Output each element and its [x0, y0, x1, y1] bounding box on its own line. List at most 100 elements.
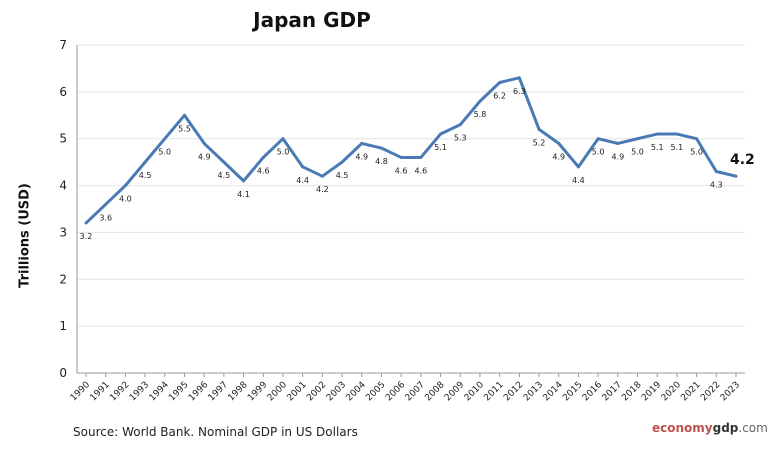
data-point [537, 127, 541, 131]
data-label: 5.8 [474, 110, 487, 119]
data-point [320, 174, 324, 178]
x-tick-label: 2012 [502, 380, 525, 403]
data-label: 6.2 [493, 91, 506, 100]
x-tick-label: 2010 [463, 380, 486, 403]
data-label: 4.6 [257, 166, 270, 175]
data-label: 5.5 [178, 124, 191, 133]
data-label: 5.0 [631, 148, 644, 157]
x-tick-label: 2007 [404, 380, 427, 403]
data-label: 4.9 [355, 152, 368, 161]
data-point [498, 80, 502, 84]
x-tick-label: 2019 [640, 380, 663, 403]
data-point [636, 137, 640, 141]
x-tick-label: 2003 [325, 380, 348, 403]
data-label: 4.4 [572, 176, 585, 185]
data-label: 4.5 [139, 171, 152, 180]
x-tick-label: 1999 [246, 380, 269, 403]
data-point [163, 137, 167, 141]
x-tick-label: 2009 [443, 380, 466, 403]
chart-title-text: Japan GDP [253, 8, 371, 32]
data-point [182, 113, 186, 117]
x-tick-label: 1995 [167, 380, 190, 403]
data-label: 5.1 [434, 143, 447, 152]
y-tick-label: 5 [59, 132, 67, 146]
data-point [419, 155, 423, 159]
x-tick-label: 2004 [345, 380, 368, 403]
x-tick-label: 2021 [679, 380, 702, 403]
data-point [123, 184, 127, 188]
x-tick-label: 2013 [522, 380, 545, 403]
data-label: 4.0 [119, 195, 132, 204]
data-label: 5.0 [158, 148, 171, 157]
data-point [655, 132, 659, 136]
x-tick-label: 1992 [108, 380, 131, 403]
data-point [301, 165, 305, 169]
x-tick-label: 1993 [128, 380, 151, 403]
data-label: 4.4 [296, 176, 309, 185]
data-label: 5.0 [690, 148, 703, 157]
data-label: 5.3 [454, 134, 467, 143]
x-tick-label: 2002 [305, 380, 328, 403]
y-tick-label: 1 [59, 319, 67, 333]
y-tick-label: 7 [59, 38, 67, 52]
data-point [557, 141, 561, 145]
data-label: 4.6 [414, 166, 427, 175]
x-tick-label: 2015 [561, 380, 584, 403]
data-point [104, 202, 108, 206]
x-tick-label: 1998 [226, 380, 249, 403]
data-point [517, 76, 521, 80]
data-point [734, 174, 738, 178]
data-label: 4.5 [218, 171, 231, 180]
x-tick-label: 1997 [207, 380, 230, 403]
data-label-latest: 4.2 [730, 152, 755, 168]
x-tick-label: 2005 [364, 380, 387, 403]
data-point [399, 155, 403, 159]
data-point [478, 99, 482, 103]
chart-title: Japan GDP [0, 8, 768, 32]
x-tick-label: 1991 [89, 380, 112, 403]
y-tick-label: 3 [59, 225, 67, 239]
y-tick-label: 2 [59, 272, 67, 286]
data-label: 4.9 [552, 152, 565, 161]
data-label: 3.2 [80, 232, 93, 241]
data-label: 4.8 [375, 157, 388, 166]
data-point [261, 155, 265, 159]
data-point [616, 141, 620, 145]
data-point [439, 132, 443, 136]
data-point [695, 137, 699, 141]
x-tick-label: 2014 [542, 380, 565, 403]
data-label: 4.9 [198, 152, 211, 161]
data-point [202, 141, 206, 145]
data-label: 4.9 [611, 152, 624, 161]
y-tick-label: 6 [59, 85, 67, 99]
data-point [714, 170, 718, 174]
x-tick-label: 1990 [69, 380, 92, 403]
data-point [596, 137, 600, 141]
data-point [675, 132, 679, 136]
data-label: 5.0 [592, 148, 605, 157]
data-point [143, 160, 147, 164]
data-point [360, 141, 364, 145]
brand-logo: economygdp.com [652, 421, 768, 435]
x-tick-label: 2023 [719, 380, 742, 403]
data-label: 5.0 [277, 148, 290, 157]
data-point [458, 123, 462, 127]
x-tick-label: 2000 [266, 380, 289, 403]
x-tick-label: 2017 [601, 380, 624, 403]
data-label: 6.3 [513, 87, 526, 96]
x-tick-label: 2022 [699, 380, 722, 403]
x-tick-label: 2018 [620, 380, 643, 403]
x-tick-label: 1996 [187, 380, 210, 403]
data-point [576, 165, 580, 169]
x-tick-label: 1994 [148, 380, 171, 403]
x-tick-label: 2020 [660, 380, 683, 403]
x-tick-label: 2011 [482, 380, 505, 403]
data-point [242, 179, 246, 183]
y-tick-label: 0 [59, 366, 67, 380]
data-label: 4.6 [395, 166, 408, 175]
data-label: 5.1 [651, 143, 664, 152]
gdp-line [84, 76, 737, 225]
data-label: 4.1 [237, 190, 250, 199]
x-tick-label: 2008 [423, 380, 446, 403]
data-label: 5.2 [533, 138, 546, 147]
